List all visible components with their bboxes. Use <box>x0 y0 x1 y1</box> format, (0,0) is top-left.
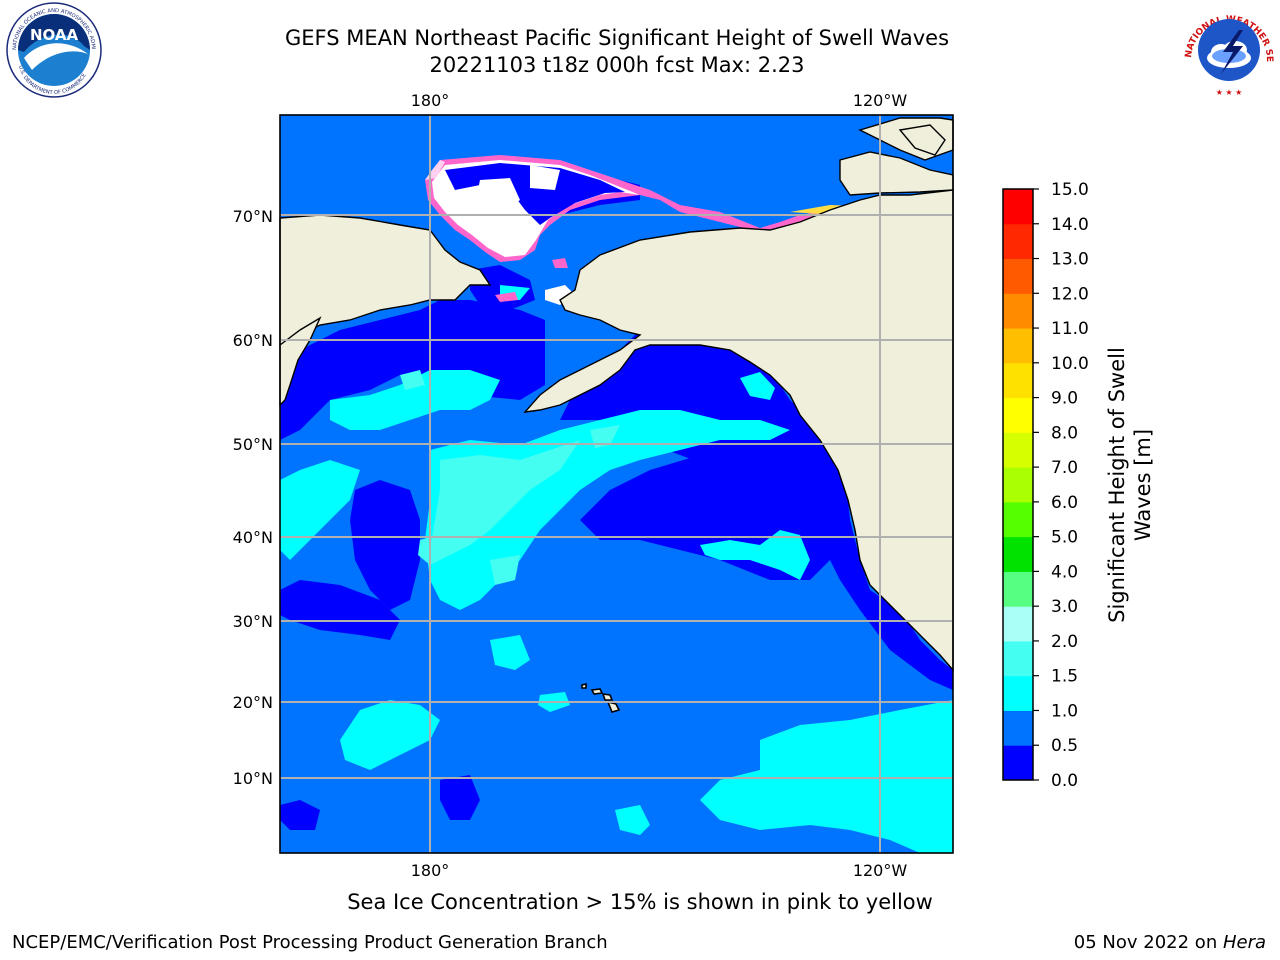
colorbar-swatch <box>1003 258 1033 294</box>
colorbar-tick-label: 14.0 <box>1051 215 1089 235</box>
lon-label-bottom-120w: 120°W <box>853 861 908 880</box>
colorbar-tick-label: 13.0 <box>1051 250 1089 270</box>
lon-label-top-120w: 120°W <box>853 91 908 110</box>
colorbar-swatch <box>1003 536 1033 572</box>
footer-machine: Hera <box>1222 932 1266 953</box>
colorbar-swatch <box>1003 501 1033 538</box>
colorbar-tick-label: 2.0 <box>1051 632 1078 652</box>
footer-credit: NCEP/EMC/Verification Post Processing Pr… <box>12 932 608 953</box>
chart-title: GEFS MEAN Northeast Pacific Significant … <box>284 26 950 50</box>
lat-label-60n: 60°N <box>233 331 273 350</box>
chart-subtitle: 20221103 t18z 000h fcst Max: 2.23 <box>429 53 805 77</box>
noaa-logo: NATIONAL OCEANIC AND ATMOSPHERIC ADMINIS… <box>2 0 102 98</box>
sea-ice-note: Sea Ice Concentration > 15% is shown in … <box>347 890 933 914</box>
colorbar-tick-label: 1.5 <box>1051 667 1078 687</box>
colorbar-swatch <box>1003 606 1033 642</box>
lat-label-50n: 50°N <box>233 435 273 454</box>
hawaii <box>581 682 621 713</box>
footer-date: 05 Nov 2022 on Hera <box>1074 932 1266 953</box>
colorbar-label-line2: Waves [m] <box>1131 429 1155 541</box>
lat-label-20n: 20°N <box>233 693 273 712</box>
svg-text:★ ★ ★: ★ ★ ★ <box>1216 88 1243 97</box>
colorbar-tick-label: 3.0 <box>1051 597 1078 617</box>
nws-logo: NATIONAL WEATHER SERVICE ★ ★ ★ <box>1177 0 1276 97</box>
lat-label-10n: 10°N <box>233 769 273 788</box>
footer-date-text: 05 Nov 2022 on <box>1073 932 1223 953</box>
colorbar-swatch <box>1003 432 1033 468</box>
colorbar-swatch <box>1003 675 1033 711</box>
colorbar-tick-label: 8.0 <box>1051 423 1078 443</box>
colorbar-ticks: 15.0 14.0 13.0 12.0 11.0 10.0 9.0 8.0 7.0 6.0 5.0 4… <box>1033 180 1089 791</box>
lon-label-top-180: 180° <box>411 91 450 110</box>
colorbar-swatch <box>1003 362 1033 399</box>
colorbar-swatch <box>1003 293 1033 329</box>
colorbar-tick-label: 15.0 <box>1051 180 1089 200</box>
colorbar-tick-label: 9.0 <box>1051 389 1078 409</box>
colorbar-tick-label: 11.0 <box>1051 319 1089 339</box>
colorbar-frame <box>1002 188 1034 781</box>
swell-class-1.5-2.0 <box>400 370 620 585</box>
lon-label-bottom-180: 180° <box>411 861 450 880</box>
map-frame <box>279 114 954 854</box>
colorbar-swatch <box>1003 745 1033 781</box>
map-panel <box>279 114 954 854</box>
lat-label-30n: 30°N <box>233 612 273 631</box>
colorbar-tick-label: 12.0 <box>1051 284 1089 304</box>
lat-label-70n: 70°N <box>233 207 273 226</box>
colorbar <box>1002 188 1034 781</box>
lat-label-40n: 40°N <box>233 528 273 547</box>
colorbar-swatch <box>1003 571 1033 607</box>
colorbar-tick-label: 0.0 <box>1051 771 1078 791</box>
colorbar-tick-label: 0.5 <box>1051 736 1078 756</box>
colorbar-swatch <box>1003 710 1033 746</box>
noaa-logo-text: NOAA <box>30 26 79 44</box>
colorbar-swatch <box>1003 223 1033 260</box>
colorbar-tick-label: 6.0 <box>1051 493 1078 513</box>
land <box>279 117 954 672</box>
colorbar-swatch <box>1003 467 1033 503</box>
colorbar-tick-label: 4.0 <box>1051 562 1078 582</box>
colorbar-tick-label: 7.0 <box>1051 458 1078 478</box>
colorbar-swatch <box>1003 640 1033 677</box>
colorbar-tick-label: 10.0 <box>1051 354 1089 374</box>
colorbar-swatch <box>1003 397 1033 433</box>
gridlines <box>280 115 953 853</box>
colorbar-tick-label: 5.0 <box>1051 528 1078 548</box>
colorbar-label-line1: Significant Height of Swell <box>1105 347 1129 623</box>
colorbar-swatch <box>1003 328 1033 364</box>
colorbar-tick-label: 1.0 <box>1051 701 1078 721</box>
colorbar-swatch <box>1003 189 1033 225</box>
